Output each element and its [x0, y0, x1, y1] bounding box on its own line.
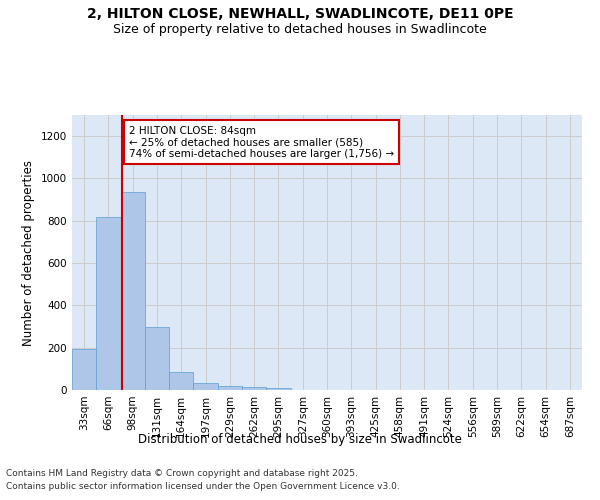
Bar — [266, 388, 290, 390]
Bar — [218, 386, 242, 390]
Text: Distribution of detached houses by size in Swadlincote: Distribution of detached houses by size … — [138, 432, 462, 446]
Text: 2 HILTON CLOSE: 84sqm
← 25% of detached houses are smaller (585)
74% of semi-det: 2 HILTON CLOSE: 84sqm ← 25% of detached … — [129, 126, 394, 159]
Bar — [193, 382, 218, 390]
Bar — [242, 387, 266, 390]
Bar — [169, 372, 193, 390]
Text: Size of property relative to detached houses in Swadlincote: Size of property relative to detached ho… — [113, 22, 487, 36]
Bar — [121, 192, 145, 390]
Y-axis label: Number of detached properties: Number of detached properties — [22, 160, 35, 346]
Text: Contains public sector information licensed under the Open Government Licence v3: Contains public sector information licen… — [6, 482, 400, 491]
Text: 2, HILTON CLOSE, NEWHALL, SWADLINCOTE, DE11 0PE: 2, HILTON CLOSE, NEWHALL, SWADLINCOTE, D… — [86, 8, 514, 22]
Text: Contains HM Land Registry data © Crown copyright and database right 2025.: Contains HM Land Registry data © Crown c… — [6, 469, 358, 478]
Bar — [96, 216, 121, 390]
Bar — [72, 349, 96, 390]
Bar — [145, 326, 169, 390]
